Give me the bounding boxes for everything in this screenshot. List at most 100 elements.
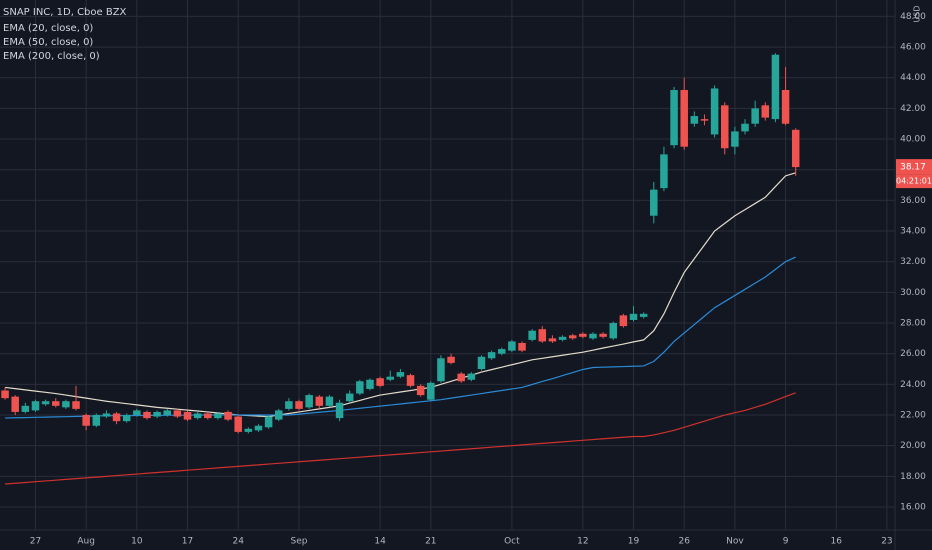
y-tick-label: 36.00 (900, 196, 926, 206)
candle-body (153, 411, 161, 417)
x-tick-label: 12 (577, 537, 588, 547)
chart-title: SNAP INC, 1D, Cboe BZX (3, 7, 127, 18)
candle-body (619, 315, 628, 327)
candle-body (508, 341, 516, 351)
candle-body (254, 425, 263, 431)
candle-body (670, 89, 678, 146)
candle-body (720, 105, 729, 149)
candle-body (457, 373, 465, 382)
candle-body (629, 313, 638, 320)
y-tick-label: 46.00 (900, 43, 926, 53)
candle-body (274, 410, 283, 420)
candle-body (650, 189, 658, 216)
candle-body (690, 116, 699, 124)
y-tick-label: 20.00 (900, 441, 926, 451)
x-tick-label: 10 (131, 537, 143, 547)
x-tick-label: Oct (504, 537, 520, 547)
x-tick-label: Aug (77, 537, 95, 547)
x-tick-label: 19 (628, 537, 640, 547)
x-tick-label: Nov (726, 537, 744, 547)
y-tick-label: 42.00 (900, 104, 926, 114)
ema-line (4, 172, 796, 418)
candle-body (264, 416, 273, 428)
legend-label: EMA (200, close, 0) (3, 51, 100, 62)
candle-body (285, 401, 293, 409)
candle-body (781, 89, 790, 124)
ema-line (5, 392, 796, 485)
x-tick-label: 9 (783, 537, 789, 547)
candle-body (366, 379, 374, 389)
candle-body (204, 413, 212, 419)
candle-body (751, 108, 759, 124)
x-tick-label: 16 (831, 537, 843, 547)
y-tick-label: 26.00 (900, 349, 926, 359)
grid (0, 0, 895, 530)
legend-label: EMA (20, close, 0) (3, 23, 93, 34)
candle-body (386, 376, 395, 380)
candle-body (639, 313, 648, 317)
candle-body (51, 401, 60, 406)
y-tick-label: 18.00 (900, 472, 926, 482)
y-tick-label: 32.00 (900, 257, 926, 267)
candle-body (183, 411, 192, 420)
y-tick-label: 22.00 (900, 411, 926, 421)
candle-body (122, 415, 131, 422)
candle-body (234, 416, 242, 432)
legend-label: EMA (50, close, 0) (3, 37, 93, 48)
candle-body (133, 410, 141, 416)
candle-body (356, 381, 364, 394)
candle-body (467, 373, 476, 380)
candle-body (305, 395, 313, 408)
candle-body (609, 323, 618, 339)
candle-body (295, 401, 303, 409)
candle-body (487, 352, 496, 359)
candle-body (731, 131, 739, 147)
candle-body (244, 428, 253, 432)
candle-body (41, 401, 50, 405)
candle-body (82, 415, 90, 426)
candle-body (589, 333, 597, 339)
candle-body (406, 375, 415, 386)
y-tick-label: 44.00 (900, 73, 926, 83)
x-tick-label: 21 (425, 537, 436, 547)
y-tick-label: 30.00 (900, 288, 926, 298)
candle-body (11, 396, 19, 412)
candle-body (700, 119, 709, 121)
candle-body (143, 411, 151, 419)
candle-body (528, 330, 536, 340)
candle-body (193, 413, 202, 419)
candle-body (771, 54, 780, 120)
candle-body (21, 405, 30, 412)
x-tick-label: Sep (291, 537, 308, 547)
x-tick-label: 23 (881, 537, 892, 547)
candle-body (72, 401, 80, 409)
candle-body (710, 88, 719, 135)
candle-body (92, 415, 101, 426)
axes: 16.00 18.00 20.00 22.00 24.00 26.00 28.00 30.00… (30, 12, 932, 547)
candle-body (660, 154, 668, 189)
candle-body (599, 333, 607, 337)
x-tick-label: 17 (182, 537, 193, 547)
candle-body (741, 123, 749, 132)
y-tick-label: 34.00 (900, 227, 926, 237)
candle-body (376, 378, 384, 386)
candle-body (548, 338, 557, 342)
candle-body (538, 329, 547, 342)
candle-body (568, 335, 577, 339)
candle-body (518, 342, 526, 351)
candle-body (416, 385, 425, 396)
candle-body (579, 333, 587, 337)
x-tick-label: 26 (678, 537, 690, 547)
currency-label: USD (913, 5, 922, 22)
candle-body (31, 401, 40, 411)
candle-body (62, 401, 70, 408)
candle-body (173, 410, 182, 417)
candle-body (214, 413, 222, 419)
candle-body (396, 372, 405, 377)
last-price-tag (896, 159, 932, 175)
x-tick-label: 24 (232, 537, 244, 547)
candle-body (680, 89, 688, 147)
legend: SNAP INC, 1D, Cboe BZX EMA (20, close, 0… (3, 7, 127, 62)
candle-body (477, 356, 486, 370)
y-tick-label: 40.00 (900, 135, 926, 145)
